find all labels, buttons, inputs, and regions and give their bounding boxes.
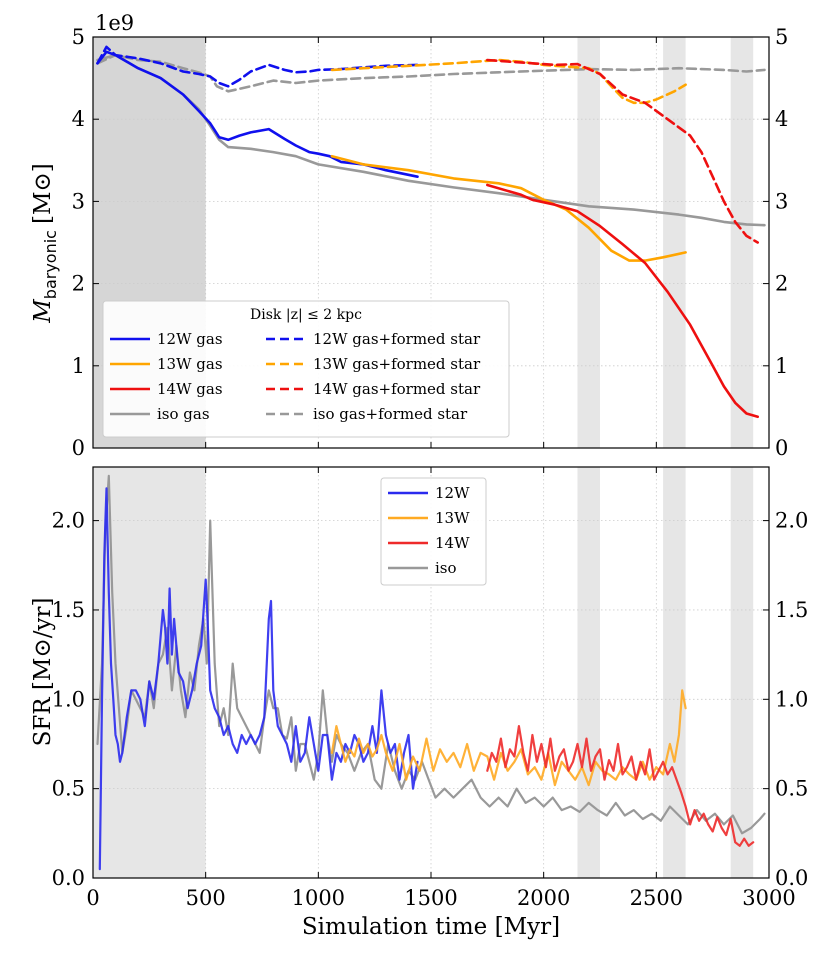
top-ylabel-symbol: M	[30, 298, 56, 324]
bot-ytick-label-left-2: 1.0	[52, 687, 85, 711]
bot-ytick-label-left-1: 0.5	[52, 777, 85, 801]
top-ytick-label-left-2: 2	[72, 272, 85, 296]
top-ytick-label-right-1: 1	[775, 354, 788, 378]
bottom-xtick-label-1: 500	[186, 886, 226, 910]
bottom-xtick-label-3: 1500	[404, 886, 457, 910]
top-legend-box	[102, 300, 510, 438]
bot-ytick-label-left-3: 1.5	[52, 598, 85, 622]
top-series-14w-gas	[485, 183, 760, 419]
bot-span-2	[663, 467, 686, 878]
top-legend-entries: 12W gas 13W gas 14W gas iso gas 12W gas+form…	[110, 330, 481, 423]
top-legend-label-6: 14W gas+formed star	[313, 380, 481, 398]
bot-ytick-label-right-1: 0.5	[775, 777, 808, 801]
top-ytick-label-left-0: 0	[72, 436, 85, 460]
bottom-xtick-label-5: 2500	[630, 886, 683, 910]
bottom-legend-label-0: 12W	[435, 484, 470, 502]
top-ytick-label-right-0: 0	[775, 436, 788, 460]
top-ylabel: Mbaryonic [M⊙]	[30, 163, 60, 324]
bot-ytick-label-left-4: 2.0	[52, 509, 85, 533]
bottom-xtick-label-4: 2000	[517, 886, 570, 910]
top-ytick-label-left-4: 4	[72, 107, 85, 131]
top-legend-label-0: 12W gas	[157, 330, 223, 348]
top-legend-label-4: 12W gas+formed star	[313, 330, 481, 348]
bottom-legend-box	[380, 477, 487, 586]
top-exponent-label: 1e9	[95, 11, 134, 35]
bot-series-14w	[486, 724, 755, 847]
top-ylabel-subscript: baryonic	[41, 230, 60, 299]
top-series-14w-gas-formed-star	[485, 58, 760, 244]
bottom-legend-label-1: 13W	[435, 509, 470, 527]
top-legend-label-1: 13W gas	[157, 355, 223, 373]
bottom-legend-label-3: iso	[435, 559, 457, 577]
top-legend-label-5: 13W gas+formed star	[313, 355, 481, 373]
bot-ytick-label-right-2: 1.0	[775, 687, 808, 711]
bottom-grid	[93, 467, 769, 878]
bottom-legend-entries: 12W 13W 14W iso	[388, 484, 470, 577]
top-legend-title: Disk |z| ≤ 2 kpc	[250, 307, 362, 323]
top-ytick-label-right-4: 4	[775, 107, 788, 131]
bottom-xlabel: Simulation time [Myr]	[302, 914, 560, 940]
bottom-ylabel: SFR [M⊙/yr]	[30, 598, 56, 747]
bot-ytick-label-right-3: 1.5	[775, 598, 808, 622]
bottom-series	[96, 474, 766, 871]
top-span-3	[730, 37, 754, 448]
bottom-xtick-label-0: 0	[86, 886, 99, 910]
top-panel: 0 0 1 1 2 2 3 3 4 4 5 5 1e9 Mbaryonic [M⊙] Disk |z| …	[30, 11, 788, 460]
bot-ytick-label-right-0: 0.0	[775, 866, 808, 890]
top-span-2	[663, 37, 686, 448]
top-ytick-label-left-1: 1	[72, 354, 85, 378]
bot-ytick-label-right-4: 2.0	[775, 509, 808, 533]
bottom-xtick-label-2: 1000	[292, 886, 345, 910]
top-legend: Disk |z| ≤ 2 kpc 12W gas 13W gas 14W gas is…	[102, 300, 510, 438]
bot-series-13w	[330, 689, 687, 787]
top-legend-label-7: iso gas+formed star	[313, 405, 468, 423]
top-ylabel-unit: [M⊙]	[30, 163, 56, 224]
top-ytick-label-right-5: 5	[775, 25, 788, 49]
bot-span-1	[577, 467, 600, 878]
top-series-iso-gas-formed-star	[96, 53, 766, 93]
top-legend-label-3: iso gas	[157, 405, 210, 423]
bot-ytick-label-left-0: 0.0	[52, 866, 85, 890]
bottom-xtick-label-6: 3000	[742, 886, 795, 910]
top-span-1	[577, 37, 600, 448]
bottom-legend: 12W 13W 14W iso	[380, 477, 487, 586]
top-ytick-label-right-3: 3	[775, 189, 788, 213]
top-series-12w-gas	[96, 50, 419, 178]
top-ticks: 0 0 1 1 2 2 3 3 4 4 5 5	[72, 25, 789, 460]
bot-span-3	[730, 467, 754, 878]
top-legend-label-2: 14W gas	[157, 380, 223, 398]
top-ytick-label-left-3: 3	[72, 189, 85, 213]
top-ytick-label-left-5: 5	[72, 25, 85, 49]
top-series	[96, 45, 766, 419]
bot-series-12w	[98, 487, 419, 871]
bottom-legend-label-2: 14W	[435, 534, 470, 552]
top-ytick-label-right-2: 2	[775, 272, 788, 296]
